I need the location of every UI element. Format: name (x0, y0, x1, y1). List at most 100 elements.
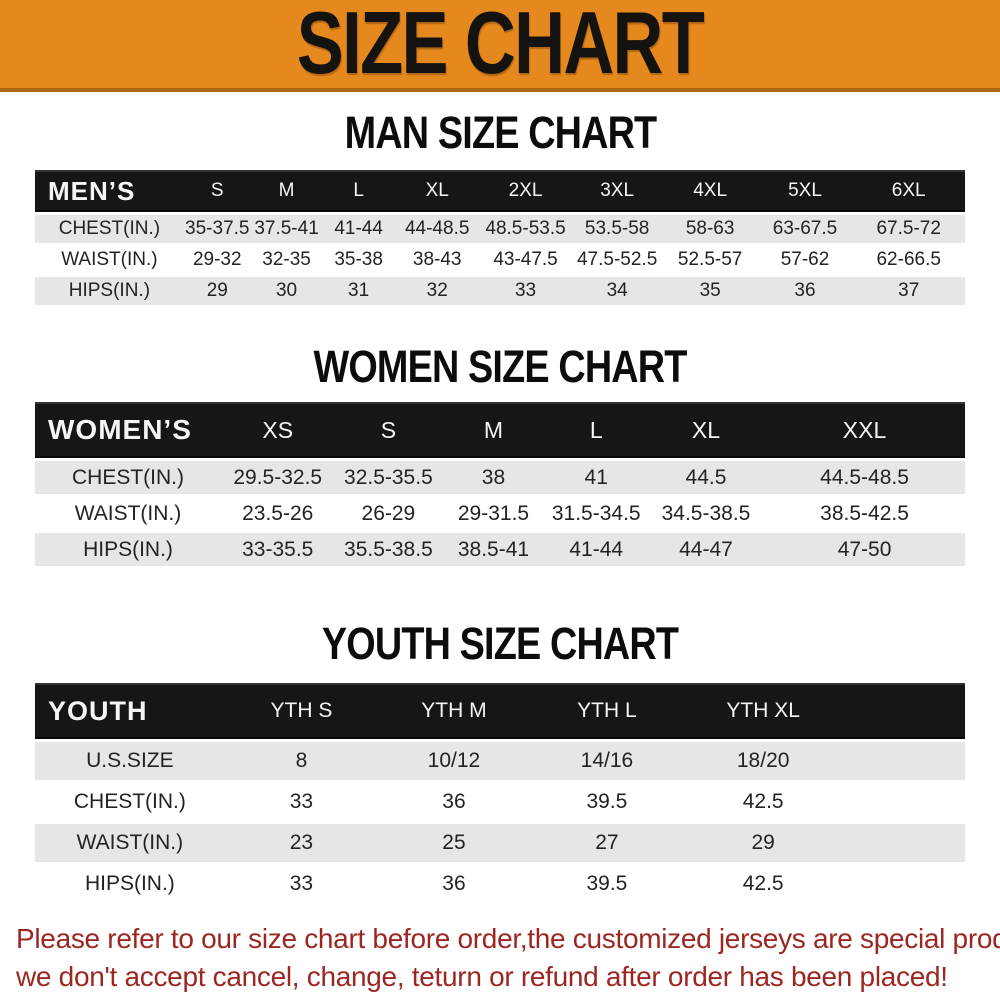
size-cell: 10/12 (378, 740, 530, 783)
size-cell: 38.5-42.5 (764, 495, 965, 533)
size-cell: 35-38 (322, 244, 395, 277)
row-label: WAIST(IN.) (35, 495, 221, 533)
size-cell: 44.5 (647, 459, 765, 497)
row-label: CHEST(IN.) (35, 213, 184, 246)
size-cell: 36 (378, 863, 530, 906)
youth-chest-row: CHEST(IN.) 33 36 39.5 42.5 (35, 781, 965, 824)
men-size-header: 6XL (852, 170, 965, 215)
women-size-header: L (544, 402, 648, 461)
size-cell: 57-62 (757, 244, 853, 277)
size-cell: 47.5-52.5 (571, 244, 663, 277)
men-chest-row: CHEST(IN.) 35-37.5 37.5-41 41-44 44-48.5… (35, 213, 965, 246)
women-header-row: WOMEN’S XS S M L XL XXL (35, 402, 965, 461)
size-cell: 8 (224, 740, 379, 783)
women-section-title: WOMEN SIZE CHART (313, 341, 688, 392)
row-label: CHEST(IN.) (35, 781, 225, 824)
youth-size-header: YTH S (224, 683, 379, 742)
size-cell: 29-31.5 (442, 495, 545, 533)
size-cell: 29-32 (183, 244, 251, 277)
size-cell: 36 (757, 275, 853, 308)
size-cell: 23 (224, 822, 379, 865)
size-cell: 39.5 (529, 781, 685, 824)
size-cell: 31.5-34.5 (544, 495, 648, 533)
size-cell: 30 (250, 275, 323, 308)
men-size-header: 3XL (571, 170, 663, 215)
man-section-title: MAN SIZE CHART (344, 107, 656, 158)
women-size-header: M (442, 402, 545, 461)
men-size-table: MEN’S S M L XL 2XL 3XL 4XL 5XL 6XL CHEST… (35, 170, 965, 308)
banner: SIZE CHART (0, 0, 1000, 92)
size-cell: 18/20 (684, 740, 843, 783)
youth-waist-row: WAIST(IN.) 23 25 27 29 (35, 822, 965, 865)
men-waist-row: WAIST(IN.) 29-32 32-35 35-38 38-43 43-47… (35, 244, 965, 277)
men-size-header: L (322, 170, 395, 215)
size-cell: 41 (544, 459, 648, 497)
men-size-header: 2XL (479, 170, 572, 215)
size-cell: 34.5-38.5 (647, 495, 765, 533)
women-size-header: XXL (764, 402, 965, 461)
size-cell: 37 (852, 275, 965, 308)
size-cell: 35 (662, 275, 758, 308)
size-cell: 41-44 (544, 531, 648, 569)
women-size-header: XL (647, 402, 765, 461)
size-cell: 41-44 (322, 213, 395, 246)
size-cell: 44-48.5 (394, 213, 480, 246)
men-size-header: S (183, 170, 251, 215)
men-size-header: XL (394, 170, 480, 215)
youth-size-header: YTH M (378, 683, 530, 742)
spacer-cell (842, 740, 965, 783)
size-cell: 62-66.5 (852, 244, 965, 277)
size-cell: 37.5-41 (250, 213, 323, 246)
youth-section-title: YOUTH SIZE CHART (321, 618, 679, 669)
women-size-header: S (334, 402, 443, 461)
size-cell: 29.5-32.5 (221, 459, 335, 497)
size-cell: 53.5-58 (571, 213, 663, 246)
size-cell: 33 (479, 275, 572, 308)
size-cell: 63-67.5 (757, 213, 853, 246)
size-cell: 31 (322, 275, 395, 308)
size-cell: 39.5 (529, 863, 685, 906)
size-cell: 43-47.5 (479, 244, 572, 277)
size-cell: 34 (571, 275, 663, 308)
men-header-row: MEN’S S M L XL 2XL 3XL 4XL 5XL 6XL (35, 170, 965, 215)
women-size-header: XS (221, 402, 335, 461)
size-cell: 58-63 (662, 213, 758, 246)
size-cell: 32 (394, 275, 480, 308)
women-group-label: WOMEN’S (35, 402, 221, 461)
women-hips-row: HIPS(IN.) 33-35.5 35.5-38.5 38.5-41 41-4… (35, 531, 965, 569)
size-cell: 35.5-38.5 (334, 531, 443, 569)
row-label: HIPS(IN.) (35, 531, 221, 569)
footer-note: Please refer to our size chart before or… (16, 920, 1000, 996)
size-cell: 42.5 (684, 781, 843, 824)
size-cell: 33 (224, 863, 379, 906)
spacer-cell (842, 683, 965, 742)
row-label: WAIST(IN.) (35, 244, 184, 277)
size-cell: 29 (183, 275, 251, 308)
youth-ussize-row: U.S.SIZE 8 10/12 14/16 18/20 (35, 740, 965, 783)
row-label: U.S.SIZE (35, 740, 225, 783)
footer-note-line2: we don't accept cancel, change, teturn o… (16, 961, 948, 992)
spacer-cell (842, 822, 965, 865)
row-label: CHEST(IN.) (35, 459, 221, 497)
size-cell: 38 (442, 459, 545, 497)
youth-hips-row: HIPS(IN.) 33 36 39.5 42.5 (35, 863, 965, 906)
size-cell: 38-43 (394, 244, 480, 277)
size-cell: 36 (378, 781, 530, 824)
youth-header-row: YOUTH YTH S YTH M YTH L YTH XL (35, 683, 965, 742)
men-group-label: MEN’S (35, 170, 184, 215)
youth-group-label: YOUTH (35, 683, 225, 742)
size-cell: 14/16 (529, 740, 685, 783)
men-size-header: 5XL (757, 170, 853, 215)
youth-size-header: YTH XL (684, 683, 843, 742)
spacer-cell (842, 781, 965, 824)
footer-note-line1: Please refer to our size chart before or… (16, 923, 1000, 954)
youth-size-header: YTH L (529, 683, 685, 742)
size-cell: 32-35 (250, 244, 323, 277)
spacer-cell (842, 863, 965, 906)
size-cell: 27 (529, 822, 685, 865)
size-cell: 33 (224, 781, 379, 824)
size-cell: 29 (684, 822, 843, 865)
size-cell: 33-35.5 (221, 531, 335, 569)
women-waist-row: WAIST(IN.) 23.5-26 26-29 29-31.5 31.5-34… (35, 495, 965, 533)
size-cell: 26-29 (334, 495, 443, 533)
